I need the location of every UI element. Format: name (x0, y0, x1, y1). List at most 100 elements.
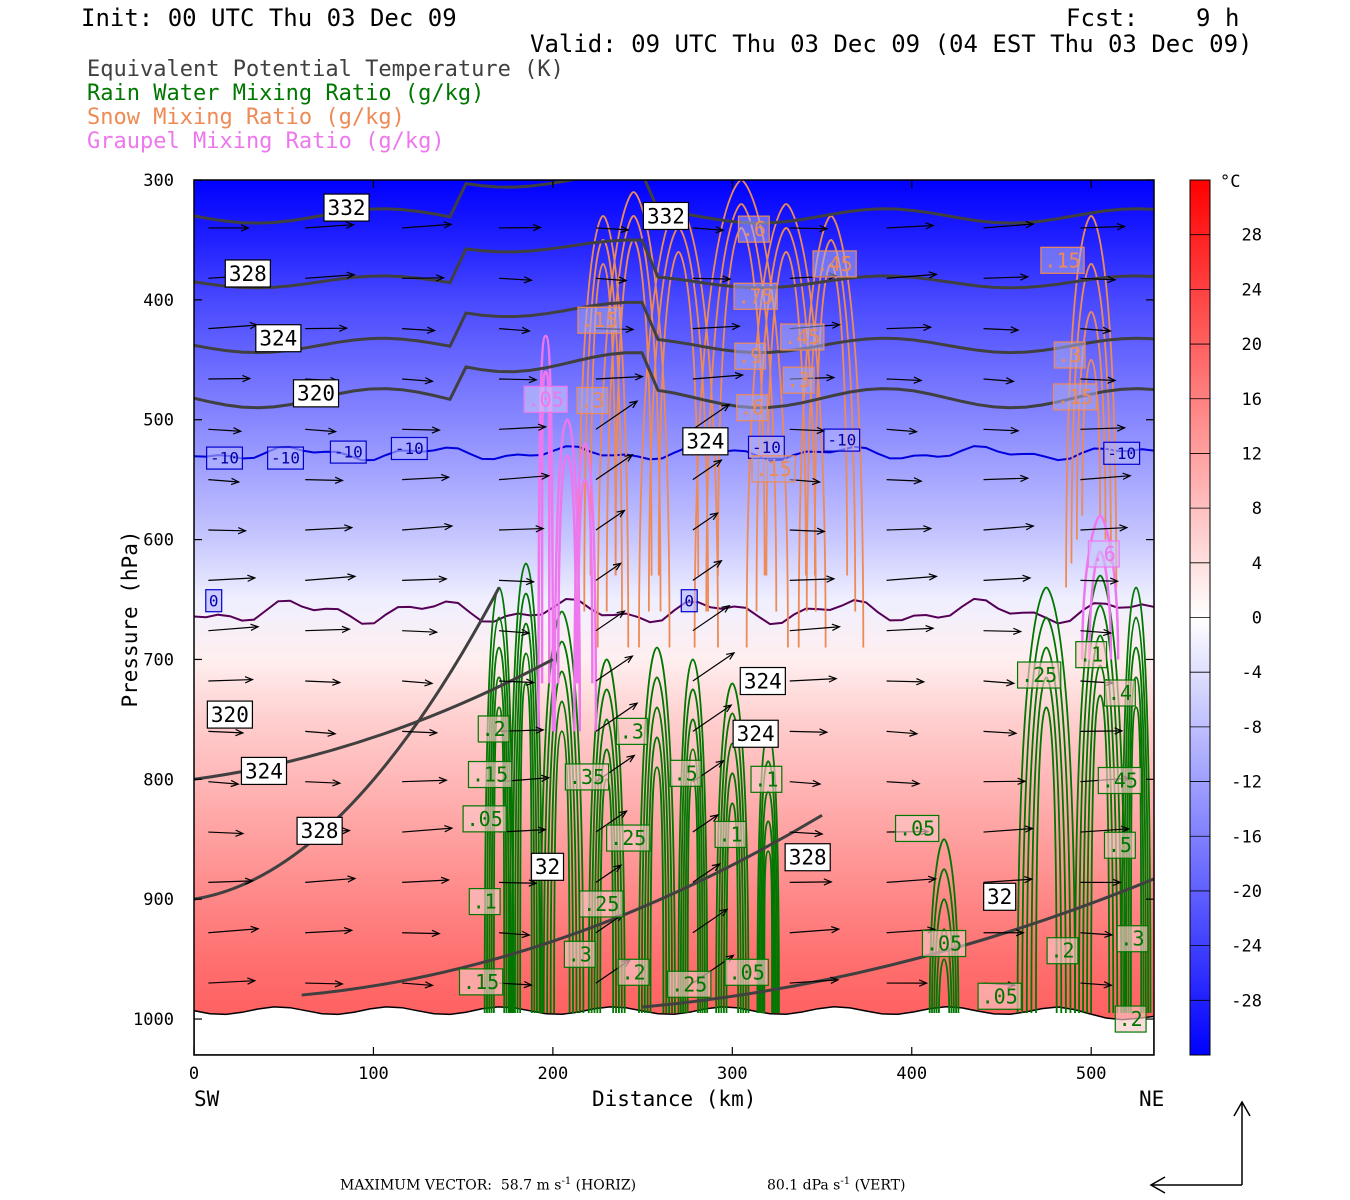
svg-text:324: 324 (686, 430, 724, 454)
wind-vector (983, 679, 1016, 687)
rain-contour (679, 688, 706, 1014)
theta-e-label: 328 (296, 816, 343, 845)
rain-contour (1078, 604, 1123, 1014)
wind-vector (402, 426, 441, 434)
svg-text:.9: .9 (738, 344, 762, 368)
wind-vector (402, 679, 434, 687)
rain-contour (682, 718, 704, 1014)
svg-text:-10: -10 (334, 443, 363, 462)
snow-label: .15 (751, 455, 796, 483)
colorbar-tick-label: 24 (1242, 280, 1262, 300)
rain-contour (928, 838, 960, 1014)
wind-vector (789, 926, 841, 934)
snow-label: .9 (734, 342, 767, 370)
svg-text:32: 32 (535, 855, 560, 879)
wind-vector (208, 829, 245, 837)
isotherm-label: -10 (267, 446, 304, 470)
svg-text:.5: .5 (674, 761, 698, 785)
wind-vector (402, 473, 451, 482)
svg-text:.15: .15 (463, 970, 499, 994)
wind-vector (208, 676, 254, 684)
snow-label: .3 (782, 366, 815, 394)
svg-text:.05: .05 (528, 387, 564, 411)
x-end-right-label: NE (1139, 1087, 1165, 1111)
graupel-contour (573, 442, 598, 732)
rain-contour (516, 652, 536, 1014)
graupel-label: .05 (523, 385, 568, 413)
wind-vector (1080, 376, 1117, 384)
svg-text:.3: .3 (568, 942, 592, 966)
wind-vector (789, 623, 842, 632)
svg-text:.6: .6 (742, 217, 766, 241)
wind-vector (208, 427, 243, 435)
snow-label: .45 (812, 250, 857, 278)
rain-label: .4 (1103, 679, 1136, 707)
wind-vector (983, 875, 1034, 884)
rain-contour (1129, 706, 1143, 1014)
max-vector-horiz-exp: -1 (561, 1176, 572, 1187)
y-tick-label: 700 (143, 650, 174, 670)
wind-vector (983, 574, 1032, 582)
reference-vector-icon (1149, 1100, 1251, 1194)
isotherm-label: -10 (1103, 441, 1141, 465)
rain-contour (1127, 676, 1145, 1014)
colorbar-tick-label: 28 (1242, 226, 1262, 246)
wind-vector (983, 777, 1027, 785)
graupel-contour (540, 370, 551, 684)
wind-vector (305, 524, 354, 532)
svg-text:.75: .75 (738, 284, 774, 308)
wind-vector (789, 224, 829, 233)
theta-e-label: 328 (224, 259, 271, 288)
svg-text:332: 332 (328, 196, 366, 220)
svg-text:.25: .25 (583, 892, 619, 916)
rain-contour (720, 742, 745, 1014)
wind-vector (1080, 981, 1113, 989)
svg-text:.05: .05 (926, 932, 962, 956)
rain-label: .1 (750, 765, 783, 793)
theta-e-label: 32 (530, 852, 565, 881)
rain-contour (511, 592, 541, 1014)
svg-text:-10: -10 (210, 449, 239, 468)
rain-label: .1 (714, 820, 747, 849)
wind-vector (595, 453, 634, 481)
theta-e-label: 320 (292, 379, 340, 408)
rain-contour (490, 676, 508, 1014)
wind-vector (1080, 472, 1132, 481)
colorbar-tick-label: 0 (1252, 609, 1262, 629)
init-time: Init: 00 UTC Thu 03 Dec 09 (81, 4, 457, 32)
colorbar-tick-label: -4 (1242, 663, 1262, 683)
rain-label: .3 (615, 717, 648, 745)
rain-contour (546, 670, 578, 1014)
wind-vector (305, 221, 356, 229)
wind-vector (789, 779, 822, 788)
max-vector-vert-block: 80.1 dPa s-1 (VERT) (767, 1176, 905, 1194)
wind-vector (789, 527, 826, 535)
svg-text:.15: .15 (756, 457, 792, 481)
rain-label: .2 (477, 715, 510, 743)
wind-vector (1080, 223, 1127, 231)
wind-vector (305, 980, 344, 988)
legend-snow: Snow Mixing Ratio (g/kg) (87, 105, 405, 130)
svg-text:.4: .4 (1108, 681, 1132, 705)
wind-vector (983, 377, 1015, 385)
snow-label: .6 (737, 215, 770, 243)
wind-vector (208, 977, 257, 985)
svg-text:32: 32 (987, 885, 1012, 909)
wind-vector (983, 474, 1030, 483)
x-axis-title: Distance (km) (592, 1087, 757, 1111)
rain-label: .05 (462, 805, 507, 833)
wind-vector (789, 829, 824, 838)
rain-label: .2 (1114, 1005, 1147, 1033)
wind-vector (402, 522, 454, 531)
rain-label: .3 (1116, 925, 1149, 953)
rain-contour (1035, 706, 1058, 1014)
svg-text:.2: .2 (1050, 939, 1074, 963)
rain-contour (1123, 616, 1150, 1014)
y-axis-title: Pressure (hPa) (118, 530, 142, 708)
isotherm-label: -10 (390, 436, 428, 461)
wind-vector (692, 371, 745, 380)
wind-vector (595, 610, 626, 632)
x-tick-label: 0 (189, 1064, 199, 1084)
terrain-surface (194, 1006, 1154, 1055)
svg-text:.3: .3 (787, 368, 811, 392)
